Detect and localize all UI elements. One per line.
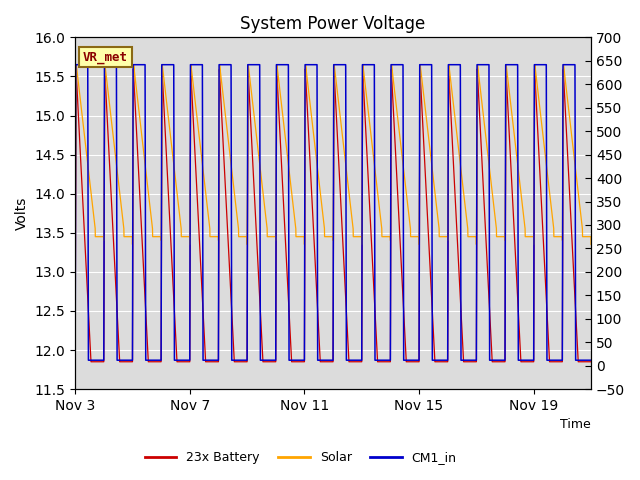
CM1_in xyxy=(587,357,595,363)
Solar xyxy=(74,72,81,78)
Solar xyxy=(560,64,568,70)
23x Battery xyxy=(324,359,332,365)
Solar xyxy=(587,241,595,247)
Solar xyxy=(102,72,110,77)
Solar xyxy=(101,62,109,68)
Line: 23x Battery: 23x Battery xyxy=(75,69,591,362)
Solar xyxy=(71,241,79,247)
CM1_in xyxy=(173,357,180,363)
Legend: 23x Battery, Solar, CM1_in: 23x Battery, Solar, CM1_in xyxy=(140,446,461,469)
23x Battery xyxy=(102,92,110,98)
CM1_in xyxy=(560,62,568,68)
Solar xyxy=(173,184,180,190)
Solar xyxy=(93,234,100,240)
23x Battery xyxy=(172,347,180,352)
X-axis label: Time: Time xyxy=(560,419,591,432)
CM1_in xyxy=(93,357,100,363)
Text: VR_met: VR_met xyxy=(83,50,128,63)
CM1_in xyxy=(72,62,79,68)
23x Battery xyxy=(560,76,568,82)
Y-axis label: Volts: Volts xyxy=(15,196,29,230)
CM1_in xyxy=(71,357,79,363)
Title: System Power Voltage: System Power Voltage xyxy=(241,15,426,33)
23x Battery xyxy=(71,359,79,365)
23x Battery xyxy=(74,95,81,100)
CM1_in xyxy=(324,357,332,363)
23x Battery xyxy=(587,359,595,365)
Line: CM1_in: CM1_in xyxy=(75,65,591,360)
23x Battery xyxy=(187,66,195,72)
Line: Solar: Solar xyxy=(75,65,591,244)
23x Battery xyxy=(93,359,100,365)
CM1_in xyxy=(74,62,81,68)
Solar xyxy=(324,234,332,240)
CM1_in xyxy=(102,62,110,68)
